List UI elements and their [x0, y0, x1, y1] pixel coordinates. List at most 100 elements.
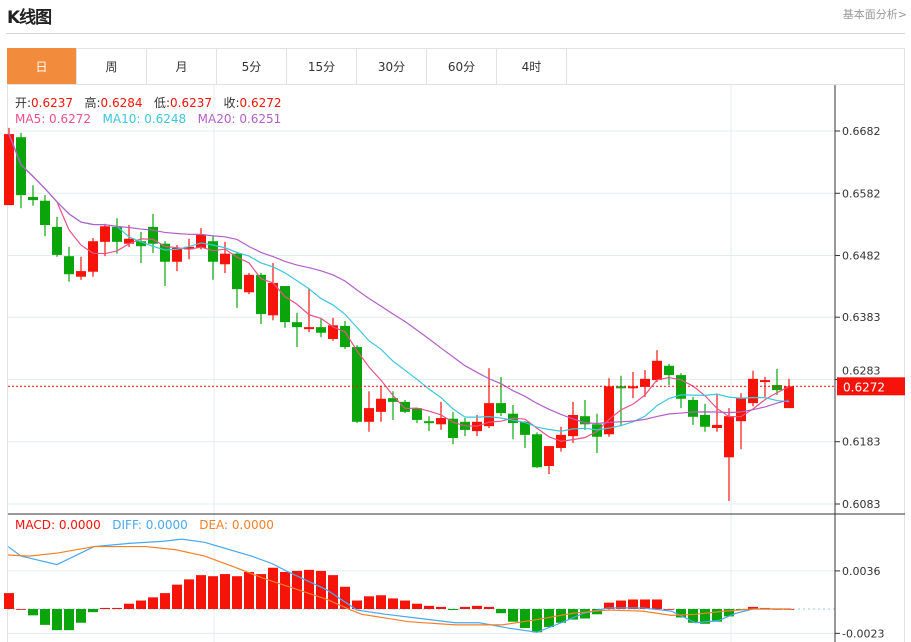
price-tick-label: 0.6183 [842, 436, 881, 449]
macd-bar [316, 570, 326, 609]
macd-bar [364, 596, 374, 609]
macd-bar [28, 609, 38, 616]
price-tick-label: 0.6083 [842, 498, 881, 511]
macd-bar [148, 597, 158, 609]
ma-readout: MA5: 0.6272 MA10: 0.6248 MA20: 0.6251 [15, 112, 281, 126]
macd-bar [112, 607, 122, 609]
candle-body [208, 241, 218, 262]
macd-bar [532, 609, 542, 633]
candle-body [292, 322, 302, 328]
macd-tick-label: -0.0023 [842, 627, 884, 640]
candle-body [700, 414, 710, 427]
last-price-label: 0.6272 [843, 380, 885, 394]
price-tick-label: 0.6682 [842, 125, 881, 138]
ma20-line [8, 133, 790, 425]
fundamental-analysis-link[interactable]: 基本面分析> [842, 8, 907, 21]
macd-bar [424, 605, 434, 609]
macd-bar [232, 576, 242, 609]
macd-bar [76, 609, 86, 623]
candle-body [784, 386, 794, 409]
candle-body [760, 380, 770, 383]
tab-4hour[interactable]: 4时 [497, 48, 567, 84]
candle-body [496, 403, 506, 414]
diff-line [7, 538, 792, 633]
macd-bar [40, 609, 50, 625]
candle-body [688, 400, 698, 417]
chart-frame [7, 48, 905, 642]
macd-bar [484, 606, 494, 609]
tab-week[interactable]: 周 [77, 48, 147, 84]
candle-body [580, 416, 590, 425]
macd-histogram [4, 567, 794, 633]
ma5-value: MA5: 0.6272 [15, 112, 92, 126]
candle-body [448, 418, 458, 438]
macd-bar [712, 609, 722, 622]
tab-5min[interactable]: 5分 [217, 48, 287, 84]
dea-value: DEA: 0.0000 [199, 518, 274, 532]
macd-bar [304, 569, 314, 609]
candle-body [316, 327, 326, 333]
candle-body [40, 200, 50, 226]
macd-bar [328, 575, 338, 609]
macd-bar [256, 574, 266, 609]
candle-body [592, 424, 602, 437]
macd-bar [412, 603, 422, 609]
candle-body [148, 226, 158, 244]
candle-body [52, 226, 62, 255]
macd-bar [724, 609, 734, 617]
candle-body [520, 421, 530, 435]
macd-bar [604, 602, 614, 609]
candle-body [244, 274, 254, 293]
macd-bar [472, 605, 482, 609]
candle-body [16, 137, 26, 196]
candle-body [112, 226, 122, 242]
candle-body [364, 408, 374, 422]
macd-bar [436, 606, 446, 609]
candle-body [664, 365, 674, 376]
candle-body [172, 248, 182, 262]
tab-60min[interactable]: 60分 [427, 48, 497, 84]
candle-body [532, 434, 542, 468]
ma10-line [8, 133, 790, 432]
macd-bar [688, 609, 698, 623]
macd-bar [676, 609, 686, 618]
macd-bar [664, 609, 674, 610]
macd-bar [136, 600, 146, 609]
tab-30min[interactable]: 30分 [357, 48, 427, 84]
candles [4, 127, 794, 501]
candle-body [412, 408, 422, 420]
candle-body [604, 386, 614, 435]
last-price-badge [837, 377, 905, 396]
macd-bar [280, 571, 290, 609]
candle-body [772, 385, 782, 391]
candle-body [88, 241, 98, 272]
candle-body [400, 401, 410, 412]
candle-body [232, 253, 242, 290]
page-title: K线图 [7, 8, 52, 28]
divider [6, 33, 905, 34]
macd-bar [628, 599, 638, 609]
macd-bar [52, 609, 62, 631]
price-tick-label: 0.6383 [842, 311, 881, 324]
macd-bar [352, 600, 362, 609]
indicator-lines [7, 133, 835, 633]
candle-body [388, 398, 398, 402]
tab-month[interactable]: 月 [147, 48, 217, 84]
candle-body [376, 398, 386, 412]
candle-body [484, 403, 494, 427]
macd-bar [700, 609, 710, 624]
candle-body [712, 424, 722, 429]
candle-body [424, 421, 434, 424]
macd-bar [400, 600, 410, 609]
candle-body [340, 325, 350, 348]
macd-bar [220, 574, 230, 609]
macd-bar [460, 606, 470, 609]
macd-bar [172, 584, 182, 609]
macd-bar [388, 598, 398, 609]
tab-15min[interactable]: 15分 [287, 48, 357, 84]
tab-day[interactable]: 日 [7, 48, 77, 84]
ma10-value: MA10: 0.6248 [102, 112, 187, 126]
macd-bar [184, 579, 194, 609]
ma5-line [8, 133, 790, 442]
